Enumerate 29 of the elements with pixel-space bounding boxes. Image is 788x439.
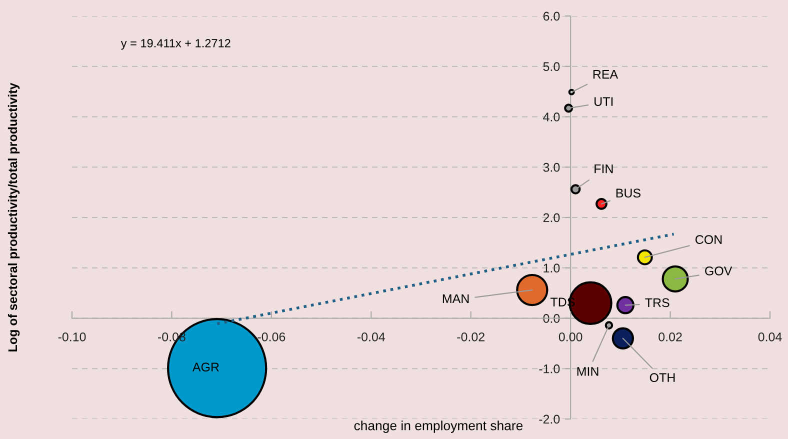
annotation: OTH xyxy=(650,373,675,382)
annotation: MAN xyxy=(442,294,469,303)
annotation: MIN xyxy=(577,367,598,376)
y-tick-label: 3.0 xyxy=(543,162,560,172)
y-tick-label: 1.0 xyxy=(544,264,560,273)
x-tick-label: -0.04 xyxy=(357,332,386,342)
annotation: AGR xyxy=(192,362,219,372)
y-axis-title: Log of sectoral productivity/total productivity xyxy=(8,82,20,352)
y-tick-label: -2.0 xyxy=(539,414,560,424)
x-tick-label: 0.00 xyxy=(558,332,582,342)
y-tick-label: 2.0 xyxy=(543,213,560,222)
annotation: GOV xyxy=(705,266,732,276)
y-tick-label: -1.0 xyxy=(539,364,560,374)
annotation: UTI xyxy=(594,97,613,106)
x-tick-label: -0.10 xyxy=(58,332,86,342)
x-tick-label: -0.06 xyxy=(258,332,286,342)
annotation: TRS xyxy=(645,298,670,308)
annotation: y = 19.411x + 1.2712 xyxy=(120,39,230,50)
y-tick-label: 6.0 xyxy=(543,12,560,21)
y-tick-label: 5.0 xyxy=(543,62,560,72)
x-tick-label: -0.02 xyxy=(457,332,484,342)
annotation: BUS xyxy=(616,188,640,198)
annotation: CON xyxy=(695,235,722,244)
x-tick-label: 0.02 xyxy=(658,332,682,342)
annotation: FIN xyxy=(594,164,613,174)
annotation: REA xyxy=(593,70,618,79)
x-tick-label: 0.04 xyxy=(758,332,782,342)
x-axis-title: change in employment share xyxy=(354,420,523,433)
y-tick-label: 4.0 xyxy=(543,112,560,122)
